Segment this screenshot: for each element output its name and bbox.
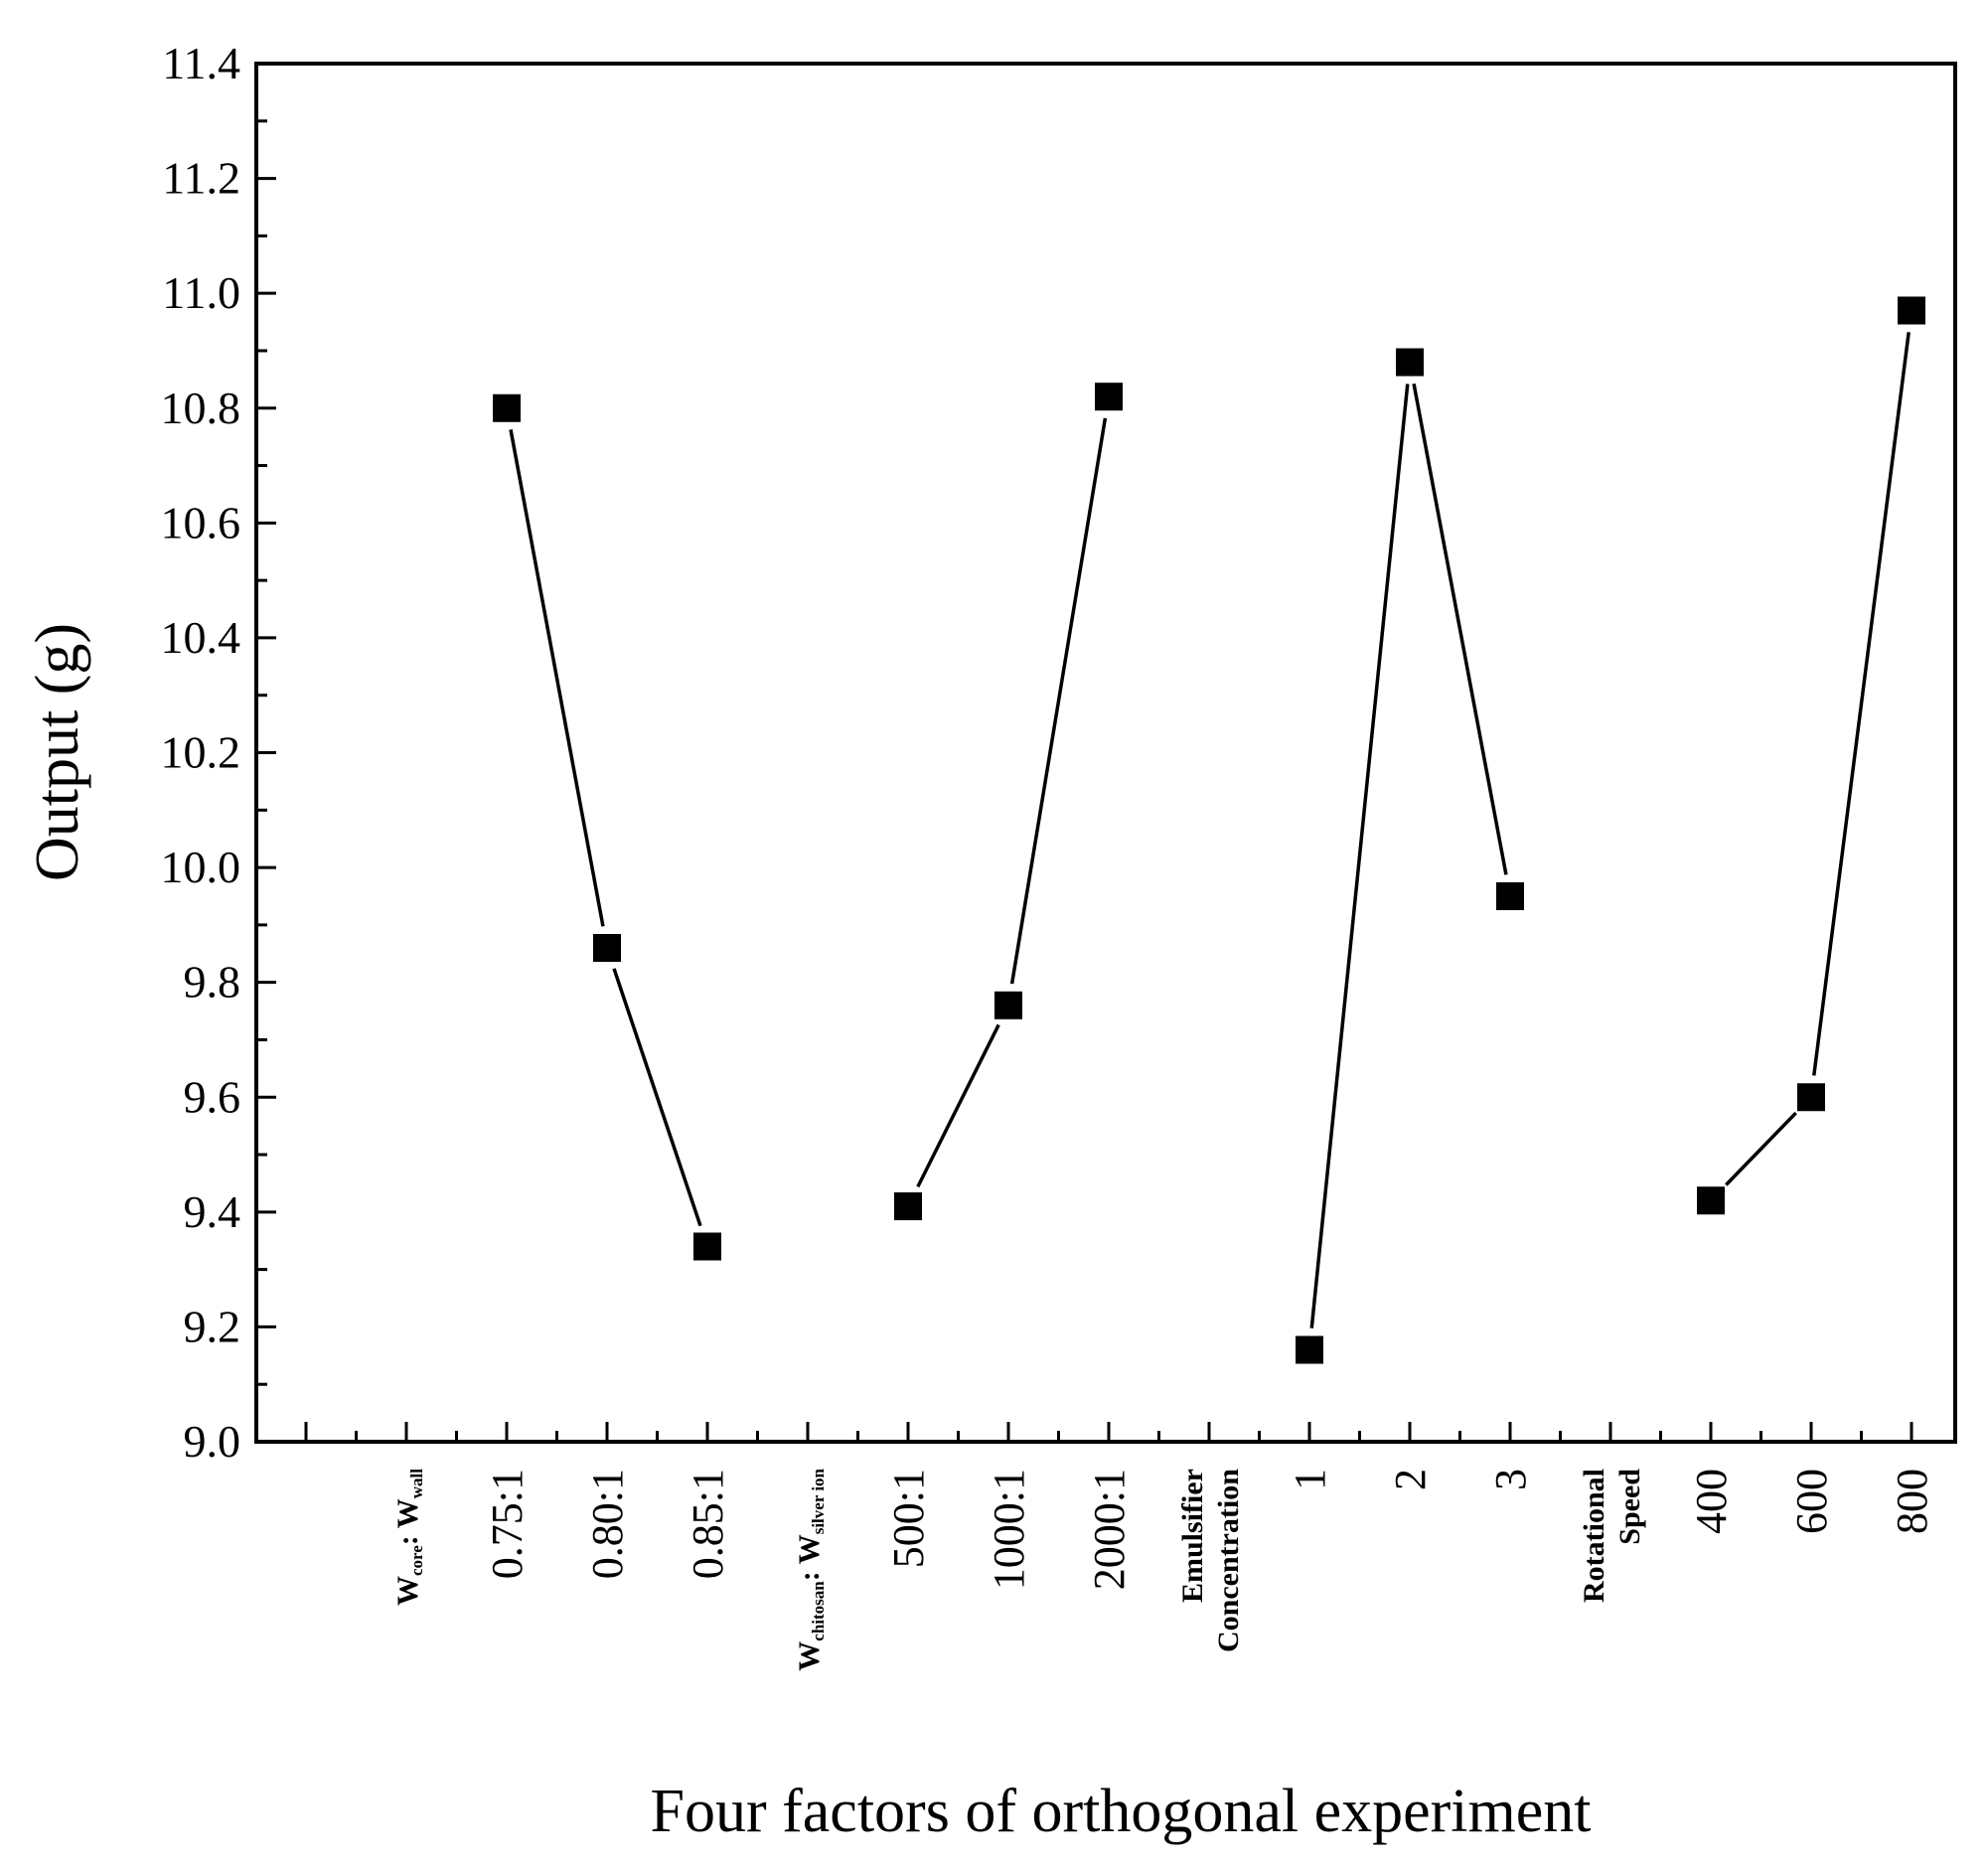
factor-label-line: Rotational bbox=[1578, 1469, 1610, 1603]
factor-label-group: Emulsifier Concentration bbox=[1176, 1469, 1245, 1652]
series-line-segment bbox=[612, 968, 702, 1227]
data-point-marker bbox=[1296, 1335, 1323, 1364]
y-tick-label: 10.6 bbox=[161, 497, 241, 547]
data-point-marker bbox=[894, 1192, 922, 1221]
factor-label-line: Speed bbox=[1613, 1469, 1646, 1545]
series-line-segment bbox=[916, 1023, 1000, 1188]
plot-frame bbox=[254, 62, 1957, 1444]
y-tick-label: 11.4 bbox=[162, 38, 240, 88]
x-category-label: 600 bbox=[1787, 1469, 1836, 1534]
y-tick-label: 10.0 bbox=[161, 842, 241, 892]
factor-label-subscript: silver ion bbox=[809, 1468, 828, 1534]
x-category-label: 1 bbox=[1286, 1469, 1334, 1490]
series-line-segment bbox=[1309, 384, 1410, 1328]
x-category-label: 1000:1 bbox=[985, 1469, 1033, 1590]
y-axis: 9.0 9.2 9.4 9.6 9.8 10.0 10.2 10.4 10.6 10.8 11.0 1… bbox=[161, 38, 276, 1467]
factor-label-subscript: core bbox=[407, 1545, 426, 1576]
x-category-label: 2 bbox=[1386, 1469, 1435, 1490]
factor-label-part: W bbox=[391, 1576, 424, 1606]
data-point-marker bbox=[1898, 296, 1925, 325]
x-category-label: 400 bbox=[1687, 1469, 1736, 1534]
y-tick-label: 11.2 bbox=[162, 153, 240, 204]
x-category-label: 0.75:1 bbox=[483, 1469, 532, 1579]
factor-label-subscript: wall bbox=[407, 1469, 426, 1499]
factor-label: Wcore: Wwall bbox=[391, 1469, 426, 1606]
series-line-segment bbox=[1009, 417, 1108, 985]
series-group bbox=[493, 393, 721, 1261]
series-line-segment bbox=[1412, 383, 1508, 875]
x-axis: 0.75:1 0.80:1 0.85:1 500:1 1000:1 2000:1 1 2 3 40… bbox=[304, 1422, 1936, 1671]
factor-label-part: : W bbox=[391, 1498, 424, 1545]
x-category-label: 2000:1 bbox=[1085, 1469, 1134, 1590]
data-point-marker bbox=[1496, 881, 1524, 910]
factor-label-part: W bbox=[793, 1641, 826, 1671]
factor-label-group: Wchitosan: Wsilver ion bbox=[793, 1468, 828, 1670]
factor-label-subscript: chitosan bbox=[809, 1581, 828, 1641]
data-point-marker bbox=[1396, 348, 1424, 377]
y-tick-label: 10.4 bbox=[161, 612, 241, 663]
y-tick-label: 9.8 bbox=[184, 957, 241, 1008]
y-tick-label: 10.8 bbox=[161, 383, 241, 433]
factor-label-part: : W bbox=[793, 1534, 826, 1581]
x-category-label: 3 bbox=[1486, 1469, 1535, 1490]
y-tick-label: 9.2 bbox=[184, 1301, 241, 1351]
data-point-marker bbox=[593, 933, 621, 962]
y-tick-label: 11.0 bbox=[162, 267, 240, 318]
factor-label: Wchitosan: Wsilver ion bbox=[793, 1468, 828, 1670]
series-line-segment bbox=[509, 429, 605, 927]
x-category-label: 500:1 bbox=[884, 1469, 933, 1568]
data-point-marker bbox=[1095, 383, 1123, 411]
y-tick-label: 9.4 bbox=[184, 1186, 241, 1237]
x-category-label: 0.80:1 bbox=[583, 1469, 632, 1579]
series-line-segment bbox=[1812, 332, 1911, 1076]
x-category-label: 0.85:1 bbox=[684, 1469, 732, 1579]
factor-label-line: Concentration bbox=[1212, 1469, 1245, 1652]
factor-label-line: Emulsifier bbox=[1176, 1469, 1209, 1603]
data-point-marker bbox=[1697, 1186, 1725, 1215]
factor-label-group: Rotational Speed bbox=[1578, 1469, 1646, 1603]
factor-label-group: Wcore: Wwall bbox=[391, 1469, 426, 1606]
data-point-marker bbox=[994, 991, 1022, 1019]
y-tick-label: 10.2 bbox=[161, 727, 241, 778]
x-category-label: 800 bbox=[1888, 1469, 1936, 1534]
y-tick-label: 9.0 bbox=[184, 1416, 241, 1467]
series-group bbox=[894, 383, 1123, 1221]
data-point-marker bbox=[493, 393, 521, 422]
y-axis-title: Output (g) bbox=[24, 623, 91, 881]
series-group bbox=[1697, 296, 1925, 1215]
x-axis-title: Four factors of orthogonal experiment bbox=[651, 1778, 1592, 1845]
series-layer bbox=[493, 296, 1925, 1364]
series-group bbox=[1296, 348, 1524, 1364]
data-point-marker bbox=[693, 1232, 721, 1261]
series-line-segment bbox=[1725, 1111, 1797, 1186]
data-point-marker bbox=[1797, 1083, 1825, 1112]
y-tick-label: 9.6 bbox=[184, 1071, 241, 1122]
